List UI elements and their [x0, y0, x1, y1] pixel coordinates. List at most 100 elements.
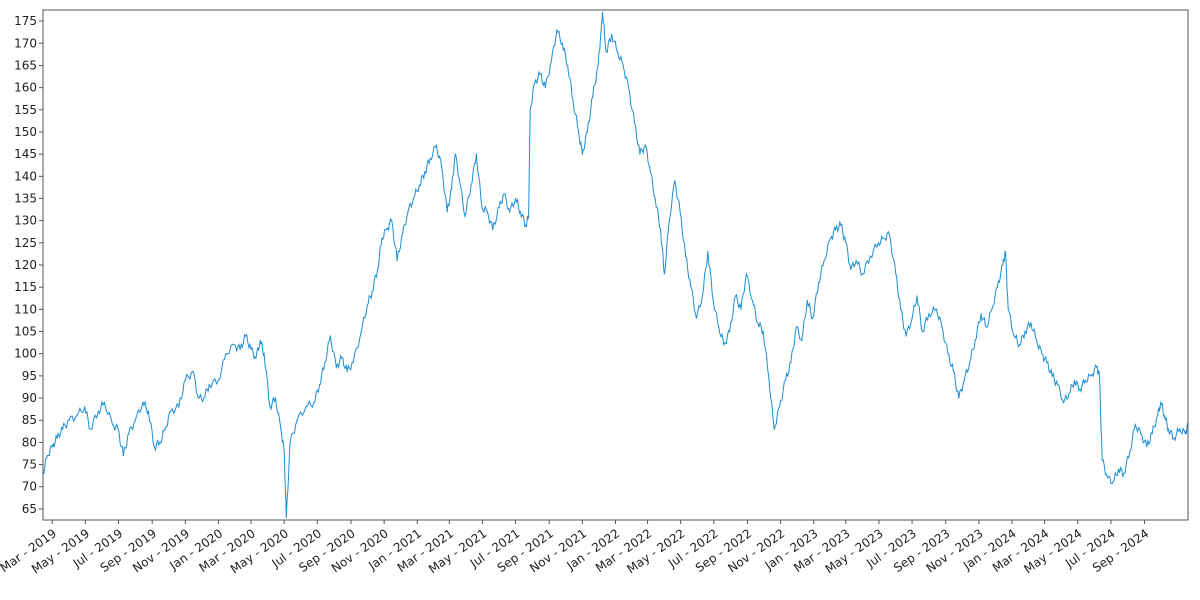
y-tick-label: 115: [14, 280, 37, 294]
data-point: [475, 153, 477, 155]
data-point: [435, 144, 437, 146]
data-point: [916, 295, 918, 297]
data-point: [1101, 459, 1103, 461]
data-point: [429, 158, 431, 160]
data-point: [324, 362, 326, 364]
data-point: [498, 206, 500, 208]
data-point: [712, 299, 714, 302]
data-point: [84, 406, 86, 408]
data-point: [122, 455, 124, 457]
data-point: [823, 260, 825, 262]
data-point: [1160, 401, 1162, 404]
data-point: [561, 42, 563, 44]
data-point: [1079, 388, 1081, 390]
data-point: [313, 401, 315, 404]
data-point: [509, 211, 511, 213]
data-point: [801, 339, 803, 341]
data-point: [446, 211, 448, 213]
y-tick-label: 160: [14, 81, 37, 95]
data-point: [695, 317, 698, 319]
y-tick-label: 140: [14, 169, 37, 183]
data-point: [418, 184, 420, 186]
data-point: [622, 64, 624, 66]
data-point: [1057, 384, 1059, 386]
data-point: [633, 122, 636, 124]
data-point: [117, 428, 119, 430]
data-point: [503, 193, 505, 195]
data-point: [481, 206, 483, 208]
data-point: [178, 406, 180, 408]
data-point: [402, 233, 404, 235]
data-point: [1004, 251, 1007, 253]
data-point: [464, 215, 466, 217]
data-point: [103, 401, 105, 404]
data-point: [335, 366, 337, 368]
y-tick-label: 65: [22, 502, 37, 516]
data-point: [1129, 450, 1131, 452]
data-point: [663, 273, 666, 275]
data-point: [68, 419, 70, 421]
data-point: [840, 224, 842, 226]
data-point: [611, 33, 613, 36]
data-point: [269, 406, 271, 408]
data-point: [1024, 330, 1026, 333]
data-point: [1146, 446, 1148, 448]
data-point: [1157, 415, 1159, 417]
data-point: [974, 339, 976, 341]
data-point: [1073, 379, 1076, 381]
data-point: [360, 330, 362, 333]
data-point: [921, 330, 924, 333]
data-point: [845, 242, 847, 244]
data-point: [285, 517, 287, 519]
data-point: [818, 282, 820, 284]
data-point: [245, 335, 247, 337]
data-point: [1051, 375, 1053, 377]
data-point: [97, 410, 99, 412]
data-point: [969, 362, 971, 364]
data-point: [644, 144, 647, 146]
data-point: [352, 362, 354, 364]
data-point: [734, 295, 737, 297]
data-point: [550, 60, 553, 62]
data-point: [784, 379, 787, 381]
data-point: [605, 51, 607, 53]
data-point: [412, 197, 414, 200]
y-tick-label: 95: [22, 369, 37, 383]
data-point: [834, 228, 837, 231]
data-point: [1019, 344, 1021, 346]
data-point: [790, 362, 792, 364]
data-point: [56, 437, 58, 439]
data-point: [985, 326, 988, 328]
data-point: [470, 184, 472, 186]
data-point: [723, 344, 725, 346]
y-tick-label: 70: [22, 480, 37, 494]
plot-frame: [42, 9, 1189, 521]
data-point: [1084, 379, 1086, 381]
data-point: [62, 428, 64, 430]
data-point: [391, 220, 393, 222]
data-point: [142, 401, 144, 404]
data-point: [895, 273, 897, 275]
data-point: [1098, 375, 1101, 377]
data-point: [385, 228, 387, 231]
data-point: [660, 228, 662, 231]
data-point: [795, 326, 798, 328]
data-point: [707, 251, 709, 253]
data-point: [935, 308, 938, 310]
data-point: [486, 211, 488, 213]
data-point: [1179, 428, 1181, 430]
data-point: [654, 197, 656, 200]
y-tick-label: 150: [14, 125, 37, 139]
data-point: [958, 397, 960, 399]
y-tick-label: 170: [14, 36, 37, 50]
data-point: [1002, 264, 1004, 266]
data-point: [1041, 353, 1043, 355]
data-point: [639, 153, 641, 155]
data-point: [649, 166, 651, 168]
data-point: [740, 308, 742, 310]
data-point: [729, 330, 731, 333]
data-point: [1173, 437, 1175, 439]
data-point: [947, 353, 949, 355]
y-tick-label: 110: [14, 302, 37, 316]
data-point: [424, 171, 426, 173]
